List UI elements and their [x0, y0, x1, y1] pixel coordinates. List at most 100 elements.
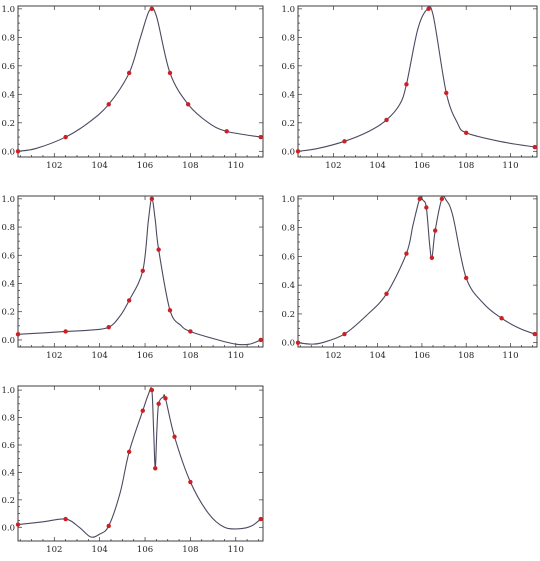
y-tick-label: 0.2 — [1, 119, 15, 129]
y-tick-label: 0.2 — [1, 308, 15, 318]
series-line — [298, 6, 535, 152]
data-point — [404, 251, 409, 256]
y-tick-label: 0.4 — [1, 279, 15, 289]
data-point — [295, 340, 301, 345]
data-point — [532, 331, 537, 337]
data-point — [126, 298, 132, 303]
y-tick-label: 0.8 — [1, 223, 15, 233]
x-tick-label: 104 — [370, 161, 386, 171]
y-tick-label: 0.2 — [281, 119, 295, 129]
y-tick-label: 0.6 — [1, 441, 15, 451]
y-tick-label: 0.6 — [281, 252, 295, 262]
data-point — [106, 523, 111, 529]
y-tick-label: 0.0 — [1, 523, 15, 533]
y-tick-label: 0.8 — [281, 33, 295, 43]
data-point — [224, 129, 229, 134]
data-point — [163, 396, 168, 401]
x-tick-label: 110 — [502, 351, 518, 361]
y-tick-label: 0.6 — [1, 62, 15, 72]
data-point — [426, 6, 431, 12]
x-tick-label: 104 — [370, 351, 386, 361]
y-tick-label: 1.0 — [1, 5, 15, 15]
data-point — [167, 308, 173, 313]
y-tick-label: 0.0 — [1, 147, 15, 157]
y-tick-label: 1.0 — [281, 195, 295, 205]
plot-frame — [17, 385, 264, 542]
chart-panel-1: 102 104 106 108 110 0.0 0.2 0.4 0.6 0.8 1.0 — [1, 5, 264, 171]
data-point — [140, 408, 145, 413]
data-point — [384, 117, 389, 123]
y-tick-label: 0.8 — [281, 224, 295, 234]
y-tick-label: 1.0 — [1, 195, 15, 205]
y-tick-label: 0.2 — [281, 310, 295, 320]
data-point — [499, 316, 504, 321]
x-tick-label: 108 — [182, 545, 198, 555]
x-tick-label: 104 — [92, 351, 108, 361]
y-tick-label: 1.0 — [1, 386, 15, 396]
x-tick-label: 108 — [182, 351, 198, 361]
y-tick-label: 0.2 — [1, 496, 15, 506]
data-point — [463, 275, 469, 281]
plot-frame — [17, 195, 264, 348]
y-tick-label: 0.0 — [281, 339, 295, 349]
y-tick-label: 0.8 — [1, 33, 15, 43]
data-point — [167, 70, 173, 76]
data-point — [140, 268, 145, 273]
data-point — [153, 466, 158, 471]
data-point — [424, 205, 429, 210]
data-point — [156, 247, 161, 252]
data-point — [15, 522, 21, 527]
data-point — [188, 329, 193, 334]
data-point — [172, 434, 177, 439]
data-point — [258, 337, 263, 343]
plot-frame — [17, 5, 264, 158]
data-point — [106, 102, 111, 107]
y-tick-label: 0.4 — [281, 281, 295, 291]
data-point — [439, 196, 445, 202]
data-point — [384, 291, 389, 296]
x-tick-label: 110 — [228, 161, 244, 171]
x-tick-label: 102 — [46, 161, 62, 171]
x-tick-label: 102 — [325, 161, 341, 171]
x-tick-label: 102 — [46, 545, 62, 555]
data-point — [149, 6, 155, 12]
x-tick-label: 108 — [458, 351, 474, 361]
data-point — [444, 90, 449, 96]
data-point — [106, 325, 111, 330]
chart-panel-4: 102 104 106 108 110 0.0 0.2 0.4 0.6 0.8 1.0 — [281, 195, 538, 361]
y-tick-label: 0.8 — [1, 414, 15, 424]
plot-frame — [297, 5, 538, 158]
chart-panel-2: 102 104 106 108 110 0.0 0.2 0.4 0.6 0.8 1.0 — [281, 5, 538, 171]
y-tick-label: 1.0 — [281, 5, 295, 15]
series-line — [18, 387, 262, 538]
y-tick-label: 0.6 — [1, 251, 15, 261]
plot-frame — [297, 195, 538, 348]
y-tick-label: 0.6 — [281, 62, 295, 72]
x-tick-label: 108 — [182, 161, 198, 171]
series-line — [18, 198, 261, 346]
data-point — [149, 196, 155, 202]
data-point — [185, 102, 191, 107]
data-point — [433, 228, 438, 233]
data-point — [463, 130, 469, 135]
data-point — [149, 387, 155, 393]
x-tick-label: 102 — [325, 351, 341, 361]
x-tick-label: 106 — [414, 161, 430, 171]
data-point — [295, 149, 301, 154]
data-point — [342, 139, 347, 144]
chart-panel-5: 102 104 106 108 110 0.0 0.2 0.4 0.6 0.8 1.0 — [1, 385, 264, 555]
chart-panel-3: 102 104 106 108 110 0.0 0.2 0.4 0.6 0.8 1.0 — [1, 195, 264, 361]
y-tick-label: 0.4 — [1, 468, 15, 478]
data-point — [417, 196, 422, 202]
x-tick-label: 110 — [228, 545, 244, 555]
data-point — [532, 144, 537, 150]
x-tick-label: 106 — [137, 351, 153, 361]
x-tick-label: 106 — [137, 545, 153, 555]
x-tick-label: 110 — [502, 161, 518, 171]
data-point — [63, 329, 68, 334]
data-point — [15, 332, 21, 337]
x-tick-label: 110 — [228, 351, 244, 361]
y-tick-label: 0.4 — [281, 90, 295, 100]
series-line — [298, 196, 535, 345]
